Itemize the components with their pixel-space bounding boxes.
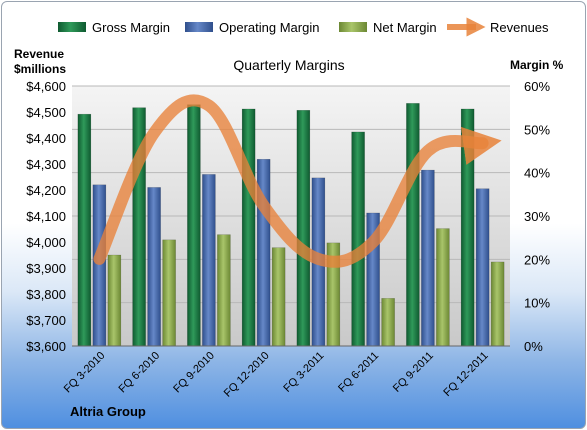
bar-net-margin: [217, 234, 231, 347]
category-label: FQ 6-2010: [117, 350, 163, 396]
legend: Gross Margin Operating Margin Net Margin…: [58, 17, 549, 37]
bar-operating-margin: [147, 187, 161, 347]
right-axis-tick-label: 50%: [524, 122, 550, 137]
bar-operating-margin: [421, 169, 435, 347]
bar-gross-margin: [187, 104, 201, 347]
bar-net-margin: [490, 261, 505, 347]
left-axis-tick-label: $3,800: [26, 287, 66, 302]
left-axis-tick-label: $3,900: [26, 261, 66, 276]
right-axis-tick-label: 30%: [524, 209, 550, 224]
category-label: FQ 6-2011: [336, 350, 381, 395]
category-label: FQ 3-2010: [62, 350, 108, 396]
left-axis-tick-label: $4,400: [26, 131, 66, 146]
left-axis-tick-label: $4,200: [26, 183, 66, 198]
bar-net-margin: [436, 228, 450, 347]
right-axis-tick-label: 20%: [524, 252, 550, 267]
legend-label-net-margin: Net Margin: [373, 20, 437, 35]
left-axis-tick-label: $3,700: [26, 313, 66, 328]
bar-gross-margin: [77, 113, 92, 347]
bar-gross-margin: [296, 110, 311, 347]
legend-label-gross-margin: Gross Margin: [92, 20, 170, 35]
legend-label-revenues: Revenues: [490, 20, 549, 35]
left-axis-label-line2: $millions: [14, 62, 66, 76]
bar-net-margin: [381, 298, 395, 347]
category-label: FQ 12-2011: [441, 350, 490, 399]
left-axis-tick-label: $3,600: [26, 339, 66, 354]
left-axis-tick-label: $4,300: [26, 157, 66, 172]
bar-operating-margin: [92, 184, 107, 347]
category-label: FQ 9-2010: [171, 350, 217, 396]
right-axis-tick-label: 10%: [524, 296, 550, 311]
legend-label-operating-margin: Operating Margin: [219, 20, 319, 35]
right-axis-ticks: 0% 10% 20% 30% 40% 50% 60%: [524, 79, 550, 354]
bar-net-margin: [107, 254, 122, 347]
bar-net-margin: [162, 239, 176, 347]
left-axis-tick-label: $4,100: [26, 209, 66, 224]
legend-swatch-net-margin: [339, 22, 367, 32]
category-label: FQ 12-2010: [222, 350, 272, 400]
left-axis-tick-label: $4,500: [26, 105, 66, 120]
company-name: Altria Group: [70, 404, 146, 419]
right-axis-label: Margin %: [510, 58, 564, 72]
bar-operating-margin: [202, 174, 216, 347]
revenue-line-path: [93, 94, 502, 268]
left-axis-label-line1: Revenue: [14, 47, 64, 61]
left-axis-tick-label: $4,000: [26, 235, 66, 250]
legend-swatch-gross-margin: [58, 22, 86, 32]
right-axis-tick-label: 0%: [524, 339, 543, 354]
bar-gross-margin: [241, 108, 256, 347]
category-labels: FQ 3-2010 FQ 6-2010 FQ 9-2010 FQ 12-2010 FQ …: [62, 350, 491, 400]
category-label: FQ 9-2011: [391, 350, 436, 395]
bar-net-margin: [271, 247, 286, 347]
revenue-line: [93, 94, 502, 268]
left-axis-tick-label: $4,600: [26, 79, 66, 94]
left-axis-ticks: $3,600 $3,700 $3,800 $3,900 $4,000 $4,100 $4,2…: [26, 79, 66, 354]
bar-gross-margin: [406, 103, 420, 347]
right-axis-tick-label: 60%: [524, 79, 550, 94]
bar-operating-margin: [475, 188, 490, 347]
legend-swatch-operating-margin: [185, 22, 213, 32]
category-label: FQ 3-2011: [281, 350, 326, 395]
bar-gross-margin: [351, 131, 365, 347]
right-axis-tick-label: 40%: [524, 166, 550, 181]
chart-title: Quarterly Margins: [233, 57, 344, 73]
